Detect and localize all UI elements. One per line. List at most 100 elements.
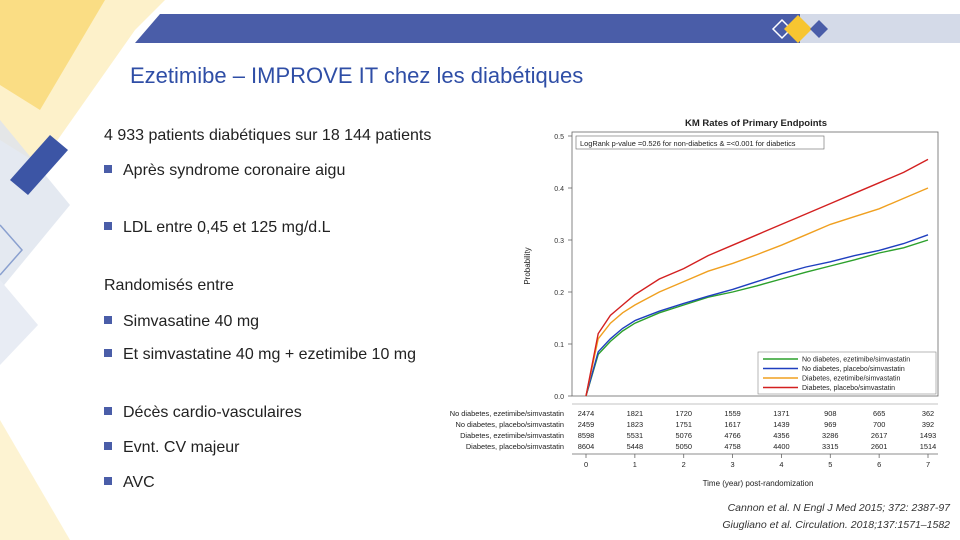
chart-annotation: LogRank p-value =0.526 for non-diabetics… — [580, 139, 796, 148]
x-tick-label: 2 — [682, 460, 686, 469]
bullet-text: AVC — [123, 474, 155, 491]
bullet-text: Après syndrome coronaire aigu — [123, 162, 346, 179]
blue-parallelogram-shape — [10, 135, 68, 195]
bullet-square-icon — [104, 315, 112, 324]
risk-cell: 1439 — [773, 420, 789, 429]
series-line — [585, 234, 929, 397]
risk-cell: 5531 — [627, 431, 643, 440]
y-tick-label: 0.2 — [554, 290, 564, 297]
bullet-text: Evnt. CV majeur — [123, 439, 240, 456]
bullet-text: Simvasatine 40 mg — [123, 313, 260, 330]
risk-cell: 5050 — [675, 442, 691, 451]
risk-cell: 4356 — [773, 431, 789, 440]
risk-cell: 2601 — [871, 442, 887, 451]
y-tick-label: 0.3 — [554, 238, 564, 245]
x-tick-label: 7 — [926, 460, 930, 469]
bullet-text: Et simvastatine 40 mg + ezetimibe 10 mg — [123, 346, 417, 363]
reference-line: Cannon et al. N Engl J Med 2015; 372: 23… — [727, 502, 950, 514]
legend-label: No diabetes, ezetimibe/simvastatin — [802, 357, 910, 364]
risk-row-label: Diabetes, placebo/simvastatin — [466, 442, 564, 451]
bullet-item: LDL entre 0,45 et 125 mg/d.L — [104, 219, 331, 237]
risk-cell: 3286 — [822, 431, 838, 440]
risk-cell: 908 — [824, 409, 836, 418]
risk-cell: 1823 — [627, 420, 643, 429]
legend-label: Diabetes, ezetimibe/simvastatin — [802, 376, 901, 383]
diamond-blue-icon — [810, 20, 828, 38]
risk-cell: 2459 — [578, 420, 594, 429]
risk-cell: 8598 — [578, 431, 594, 440]
subheading-patients: 4 933 patients diabétiques sur 18 144 pa… — [104, 127, 432, 144]
risk-cell: 5076 — [675, 431, 691, 440]
bullet-square-icon — [104, 406, 112, 415]
y-tick-label: 0.0 — [554, 394, 564, 401]
x-tick-label: 3 — [731, 460, 735, 469]
y-tick-label: 0.1 — [554, 342, 564, 349]
top-blue-bar — [135, 14, 800, 43]
annotation-box — [575, 135, 825, 150]
bullet-text: LDL entre 0,45 et 125 mg/d.L — [123, 219, 331, 236]
risk-cell: 1720 — [675, 409, 691, 418]
x-tick-label: 4 — [779, 460, 783, 469]
bullet-square-icon — [104, 476, 112, 485]
outline-arrow-shape — [0, 224, 23, 276]
x-tick-label: 5 — [828, 460, 832, 469]
bullet-item: Décès cardio-vasculaires — [104, 404, 302, 422]
bullet-text: Décès cardio-vasculaires — [123, 404, 302, 421]
x-tick-label: 1 — [633, 460, 637, 469]
y-axis-label: Probability — [523, 247, 532, 284]
bullet-square-icon — [104, 348, 112, 357]
risk-cell: 4766 — [724, 431, 740, 440]
risk-cell: 392 — [922, 420, 934, 429]
risk-cell: 1371 — [773, 409, 789, 418]
risk-cell: 8604 — [578, 442, 594, 451]
bullet-square-icon — [104, 164, 112, 173]
y-tick-label: 0.5 — [554, 134, 564, 141]
risk-row-label: Diabetes, ezetimibe/simvastatin — [460, 431, 564, 440]
bullet-item: Evnt. CV majeur — [104, 439, 239, 457]
risk-cell: 1559 — [724, 409, 740, 418]
bullet-square-icon — [104, 221, 112, 230]
risk-cell: 4758 — [724, 442, 740, 451]
risk-cell: 4400 — [773, 442, 789, 451]
light-grey-triangle-shape — [0, 280, 38, 365]
legend-label: Diabetes, placebo/simvastatin — [802, 385, 895, 392]
light-yellow-shape — [0, 0, 165, 165]
km-chart: KM Rates of Primary Endpoints LogRank p-… — [450, 118, 939, 488]
series-line — [585, 158, 929, 397]
diamond-yellow-icon — [784, 15, 812, 43]
risk-cell: 665 — [873, 409, 885, 418]
bullet-square-icon — [104, 441, 112, 450]
risk-cell: 362 — [922, 409, 934, 418]
risk-cell: 2617 — [871, 431, 887, 440]
grey-triangle-shape — [0, 120, 70, 290]
risk-cell: 700 — [873, 420, 885, 429]
risk-row-label: No diabetes, placebo/simvastatin — [456, 420, 564, 429]
series-line — [585, 239, 929, 397]
legend-label: No diabetes, placebo/simvastatin — [802, 366, 905, 373]
x-tick-label: 6 — [877, 460, 881, 469]
x-axis-label: Time (year) post-randomization — [703, 479, 814, 488]
bullet-item: Et simvastatine 40 mg + ezetimibe 10 mg — [104, 346, 416, 364]
bullet-item: Simvasatine 40 mg — [104, 313, 259, 331]
x-tick-label: 0 — [584, 460, 588, 469]
subheading-randomized: Randomisés entre — [104, 277, 234, 294]
risk-cell: 1821 — [627, 409, 643, 418]
risk-cell: 1617 — [724, 420, 740, 429]
yellow-bottom-shape — [0, 420, 70, 540]
risk-cell: 5448 — [627, 442, 643, 451]
risk-cell: 2474 — [578, 409, 594, 418]
risk-cell: 1514 — [920, 442, 936, 451]
y-tick-label: 0.4 — [554, 186, 564, 193]
risk-row-label: No diabetes, ezetimibe/simvastatin — [450, 409, 564, 418]
risk-cell: 969 — [824, 420, 836, 429]
slide-title: Ezetimibe – IMPROVE IT chez les diabétiq… — [130, 63, 584, 88]
series-line — [585, 187, 929, 397]
reference-line: Giugliano et al. Circulation. 2018;137:1… — [722, 519, 950, 531]
bullet-item: AVC — [104, 474, 155, 492]
bullet-item: Après syndrome coronaire aigu — [104, 162, 345, 180]
risk-cell: 1751 — [675, 420, 691, 429]
chart-title: KM Rates of Primary Endpoints — [685, 118, 827, 129]
risk-cell: 1493 — [920, 431, 936, 440]
risk-cell: 3315 — [822, 442, 838, 451]
